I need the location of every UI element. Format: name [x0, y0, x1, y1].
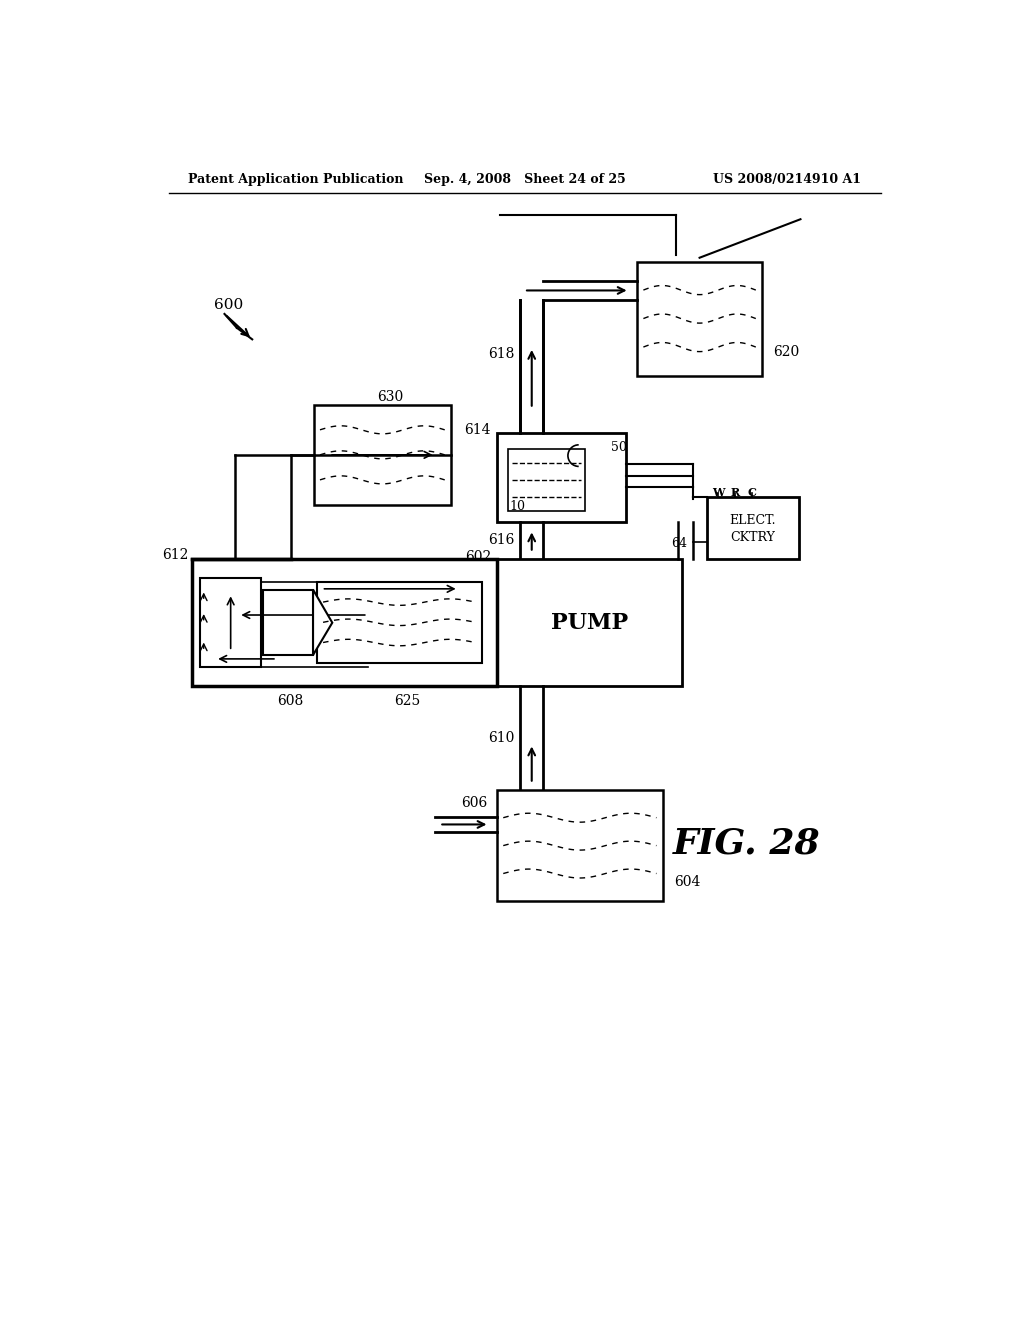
Bar [313, 405, 451, 506]
Text: 10: 10 [509, 500, 525, 513]
Text: 625: 625 [394, 694, 420, 709]
Text: R: R [730, 487, 739, 498]
Bar [707, 498, 799, 558]
Text: PUMP: PUMP [551, 611, 628, 634]
Bar [508, 450, 585, 511]
Text: 64: 64 [672, 537, 687, 550]
Bar [193, 558, 497, 686]
Bar [497, 433, 627, 521]
Text: US 2008/0214910 A1: US 2008/0214910 A1 [714, 173, 861, 186]
Text: 602: 602 [465, 550, 490, 564]
Text: W: W [712, 487, 724, 498]
Text: 618: 618 [487, 347, 514, 362]
Text: 600: 600 [214, 298, 243, 312]
Text: 630: 630 [377, 391, 403, 404]
Bar [497, 789, 663, 902]
Polygon shape [313, 590, 333, 655]
Text: 620: 620 [773, 346, 800, 359]
Bar [200, 578, 261, 667]
Text: 616: 616 [487, 533, 514, 548]
Text: C: C [748, 487, 757, 498]
Text: 608: 608 [276, 694, 303, 709]
Text: 50: 50 [611, 441, 627, 454]
Bar [497, 558, 682, 686]
Text: 604: 604 [674, 875, 700, 890]
Text: 612: 612 [162, 548, 188, 562]
Text: 610: 610 [487, 731, 514, 746]
Text: 614: 614 [465, 424, 490, 437]
Text: ELECT.: ELECT. [729, 513, 776, 527]
Bar [316, 582, 481, 663]
Text: 606: 606 [462, 796, 487, 810]
Text: CKTRY: CKTRY [730, 531, 775, 544]
Bar [263, 590, 313, 655]
Text: Patent Application Publication: Patent Application Publication [188, 173, 403, 186]
Text: FIG. 28: FIG. 28 [673, 826, 820, 861]
Text: Sep. 4, 2008   Sheet 24 of 25: Sep. 4, 2008 Sheet 24 of 25 [424, 173, 626, 186]
Bar [637, 261, 762, 376]
